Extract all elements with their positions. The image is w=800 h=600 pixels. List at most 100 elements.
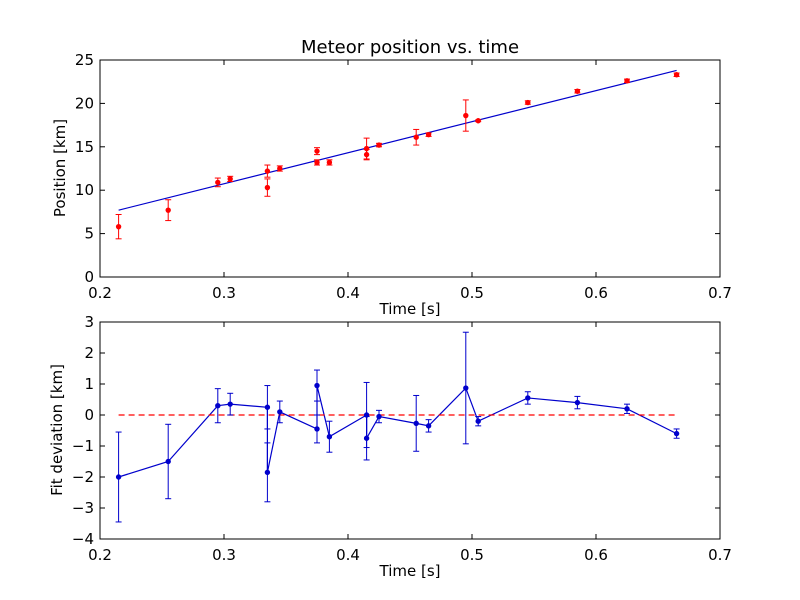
deviation-marker: [425, 423, 432, 429]
deviation-y-tick-label: −1: [72, 437, 94, 455]
position-data-point: [264, 164, 271, 178]
deviation-x-tick-label: 0.4: [336, 546, 360, 564]
position-x-label: Time [s]: [379, 300, 441, 318]
deviation-marker: [574, 399, 581, 406]
position-marker: [165, 207, 171, 213]
position-marker: [425, 131, 432, 138]
position-data-point: [673, 72, 680, 78]
position-y-tick-label: 0: [84, 268, 94, 286]
deviation-y-tick-label: 0: [84, 406, 94, 424]
deviation-data-point: [314, 414, 320, 444]
deviation-marker: [326, 434, 333, 440]
deviation-x-tick-label: 0.3: [212, 546, 236, 564]
position-y-tick-label: 20: [75, 94, 94, 112]
deviation-marker: [475, 418, 481, 424]
position-data-point: [165, 199, 172, 222]
deviation-marker: [624, 406, 630, 412]
position-x-tick-label: 0.5: [460, 284, 484, 302]
deviation-data-point: [462, 331, 469, 445]
deviation-marker: [413, 420, 419, 427]
deviation-marks: [115, 331, 680, 523]
deviation-marker: [376, 413, 382, 420]
position-y-tick-label: 25: [75, 51, 94, 69]
deviation-marker: [277, 409, 283, 415]
position-marker: [574, 88, 581, 94]
deviation-marker: [463, 385, 469, 391]
position-data-point: [475, 118, 482, 124]
deviation-data-point: [115, 431, 122, 523]
position-data-point: [376, 142, 382, 148]
deviation-y-tick-label: −3: [72, 499, 94, 517]
position-data-point: [524, 99, 531, 106]
position-x-tick-label: 0.2: [88, 284, 112, 302]
deviation-data-point: [264, 442, 271, 503]
position-data-point: [314, 147, 320, 156]
position-data-point: [227, 175, 234, 183]
position-data-point: [413, 128, 420, 146]
position-data-point: [264, 178, 271, 197]
position-chart: Meteor position vs. time 0.2 0.3 0.4 0.5 0.6…: [51, 37, 732, 318]
deviation-y-tick-label: 1: [84, 375, 94, 393]
position-marker: [264, 168, 271, 174]
deviation-y-tick-label: −4: [72, 530, 94, 548]
deviation-plot-frame: [99, 321, 721, 540]
deviation-data-point: [314, 369, 320, 402]
deviation-ticks: 0.2 0.3 0.4 0.5 0.6 0.7 −4 −3 −2 −1 0 1 2 3: [72, 313, 732, 564]
deviation-y-label: Fit deviation [km]: [48, 364, 66, 496]
deviation-x-tick-label: 0.6: [584, 546, 608, 564]
position-y-tick-label: 5: [84, 225, 94, 243]
position-y-tick-label: 15: [75, 138, 94, 156]
deviation-data-point: [264, 385, 271, 430]
deviation-y-tick-label: 2: [84, 344, 94, 362]
position-data-point: [214, 177, 221, 188]
position-data-point: [363, 148, 370, 161]
deviation-data-point: [214, 388, 221, 424]
position-y-label: Position [km]: [51, 119, 69, 217]
deviation-data-point: [276, 400, 283, 424]
position-x-tick-label: 0.3: [212, 284, 236, 302]
deviation-data-point: [624, 403, 630, 414]
position-data-point: [115, 214, 122, 240]
deviation-marker: [165, 458, 171, 465]
deviation-marker: [115, 474, 122, 480]
position-marker: [673, 72, 680, 78]
position-fit-line: [118, 69, 677, 211]
position-marker: [326, 159, 333, 166]
position-marker: [624, 78, 630, 84]
position-marker: [115, 223, 122, 230]
position-marker: [376, 142, 382, 148]
deviation-marker: [314, 426, 320, 432]
deviation-marker: [314, 382, 320, 389]
position-marker: [413, 134, 419, 140]
position-marker: [227, 176, 233, 182]
deviation-marker: [264, 404, 271, 410]
chart-title: Meteor position vs. time: [301, 37, 519, 58]
deviation-x-label: Time [s]: [379, 562, 441, 580]
position-data-point: [574, 88, 581, 94]
position-ticks: 0.2 0.3 0.4 0.5 0.6 0.7 0 5 10 15 20 25: [75, 51, 732, 302]
position-data-point: [624, 78, 630, 84]
deviation-data-point: [363, 416, 370, 461]
position-y-tick-label: 10: [75, 181, 94, 199]
position-x-tick-label: 0.4: [336, 284, 360, 302]
deviation-x-tick-label: 0.7: [708, 546, 732, 564]
position-data-point: [425, 131, 432, 138]
deviation-marker: [215, 403, 221, 409]
deviation-x-tick-label: 0.2: [88, 546, 112, 564]
deviation-data-point: [574, 395, 581, 410]
deviation-data-point: [227, 392, 234, 416]
position-marker: [363, 151, 370, 158]
position-data-point: [314, 159, 320, 166]
position-data-point: [276, 165, 283, 172]
deviation-marker: [673, 430, 680, 437]
deviation-data-point: [673, 428, 680, 439]
deviation-marker: [525, 395, 531, 401]
position-data-point: [326, 159, 333, 166]
position-data-point: [462, 99, 469, 132]
deviation-marker: [363, 435, 370, 441]
position-x-tick-label: 0.7: [708, 284, 732, 302]
deviation-y-tick-label: −2: [72, 468, 94, 486]
deviation-y-tick-label: 3: [84, 313, 94, 331]
deviation-marker: [227, 401, 233, 407]
